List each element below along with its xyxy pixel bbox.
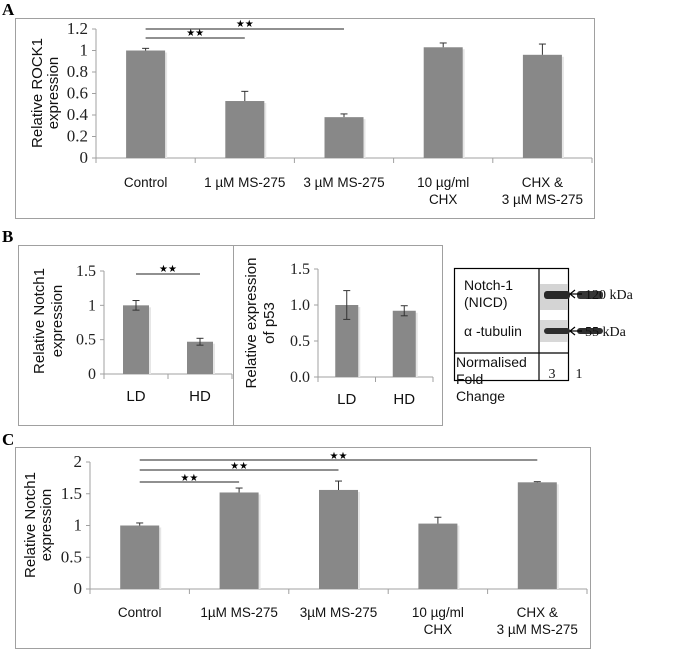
y-tick-label: 1.5 (61, 484, 82, 503)
y-tick-label: 1.5 (76, 263, 96, 280)
x-category-label: 3 µM MS-275 (502, 192, 583, 207)
protein-band (577, 291, 603, 299)
bar (517, 482, 557, 589)
y-tick-label: 0.4 (67, 105, 89, 124)
x-category-label: 1 µM MS-275 (204, 175, 285, 190)
y-tick-label: 0 (74, 579, 83, 598)
panel-c-frame (15, 447, 591, 649)
y-tick-label: 1.5 (290, 261, 310, 278)
x-category-label: LD (126, 388, 145, 405)
y-axis-label: expression (38, 489, 55, 562)
bar (187, 341, 213, 374)
bar (522, 54, 562, 158)
bar (126, 50, 166, 158)
blot-row-label: Notch-1 (464, 277, 513, 293)
y-tick-label: 0.5 (290, 333, 310, 350)
panel-letter-b: B (2, 227, 14, 246)
y-tick-label: 0.5 (76, 332, 96, 349)
y-tick-label: 1.0 (290, 297, 310, 314)
y-tick-label: 0.8 (67, 62, 88, 81)
bar (225, 101, 265, 158)
bar (324, 117, 364, 158)
y-tick-label: 1 (74, 516, 83, 535)
significance-stars: ★★ (330, 451, 348, 462)
x-category-label: HD (393, 391, 415, 408)
x-category-label: LD (337, 391, 356, 408)
fold-change-label: Fold (456, 371, 483, 387)
panel-letter-a: A (2, 0, 15, 19)
fold-change-value: 1 (576, 367, 583, 382)
x-category-label: CHX (429, 192, 458, 207)
y-axis-label: of p53 (261, 302, 278, 344)
bar (335, 305, 359, 377)
fold-change-label: Change (456, 388, 505, 404)
x-category-label: HD (189, 388, 211, 405)
bar (319, 489, 358, 589)
molecular-weight-marker: 55 kDa (585, 325, 627, 340)
bar (123, 305, 149, 374)
y-tick-label: 0.2 (67, 127, 88, 146)
bar (423, 47, 463, 158)
y-tick-label: 1 (80, 41, 89, 60)
x-category-label: 3 µM MS-275 (303, 175, 384, 190)
blot-row-label: α -tubulin (464, 323, 522, 339)
y-tick-label: 1.2 (67, 19, 88, 38)
arrow-icon (569, 289, 576, 299)
panel-a-frame (15, 18, 595, 219)
blot-table-frame (453, 267, 570, 382)
x-category-label: CHX & (517, 605, 558, 620)
protein-band (577, 328, 603, 334)
arrow-icon (569, 326, 576, 336)
chart-c: 0 0.5 1 1.5 2 Control 1µM MS-275 3µM MS-275 10 µ… (22, 451, 588, 637)
bar (392, 310, 416, 377)
y-axis-label: Relative Notch1 (22, 472, 39, 578)
y-tick-label: 0.0 (290, 369, 310, 386)
fold-change-value: 3 (549, 367, 556, 382)
y-axis-label: expression (45, 57, 62, 130)
chart-b-left: 0 0.5 1 1.5 LD HD Relative Notch1 expression ★★ (31, 263, 233, 405)
significance-stars: ★★ (236, 19, 254, 30)
x-category-label: 10 µg/ml (417, 175, 469, 190)
x-category-label: 1µM MS-275 (200, 605, 278, 620)
bar (120, 525, 160, 589)
y-tick-label: 0.5 (61, 547, 82, 566)
y-tick-label: 1 (88, 297, 96, 314)
x-category-label: CHX & (522, 175, 563, 190)
y-axis-label: expression (49, 285, 66, 358)
y-axis-label: Relative Notch1 (31, 268, 48, 374)
x-category-label: 3 µM MS-275 (497, 622, 578, 637)
bar (219, 492, 259, 589)
significance-stars: ★★ (186, 28, 204, 39)
x-category-label: 3µM MS-275 (300, 605, 378, 620)
blot-row-label: (NICD) (464, 294, 508, 310)
bar (418, 523, 458, 589)
x-category-label: Control (118, 605, 162, 620)
x-category-label: CHX (424, 622, 453, 637)
significance-stars: ★★ (180, 473, 198, 484)
fold-change-label: Normalised (456, 354, 527, 370)
panel-b-middle-frame (233, 245, 443, 426)
molecular-weight-marker: 120 kDa (585, 288, 634, 303)
chart-a: 0 0.2 0.4 0.6 0.8 1 1.2 Control 1 µM MS-275 3 µM … (29, 19, 593, 207)
x-category-label: 10 µg/ml (412, 605, 464, 620)
y-axis-label: Relative ROCK1 (29, 38, 46, 148)
y-tick-label: 0.6 (67, 84, 88, 103)
x-category-label: Control (124, 175, 168, 190)
y-tick-label: 0 (80, 148, 89, 167)
significance-stars: ★★ (230, 461, 248, 472)
panel-letter-c: C (2, 430, 15, 449)
protein-band (544, 328, 570, 334)
y-tick-label: 0 (88, 366, 96, 383)
y-axis-label: Relative expression (243, 258, 260, 389)
chart-b-middle: 0.0 0.5 1.0 1.5 LD HD Relative expression of p5… (243, 258, 434, 408)
significance-stars: ★★ (159, 264, 177, 275)
protein-band (544, 291, 570, 299)
y-tick-label: 2 (74, 452, 83, 471)
